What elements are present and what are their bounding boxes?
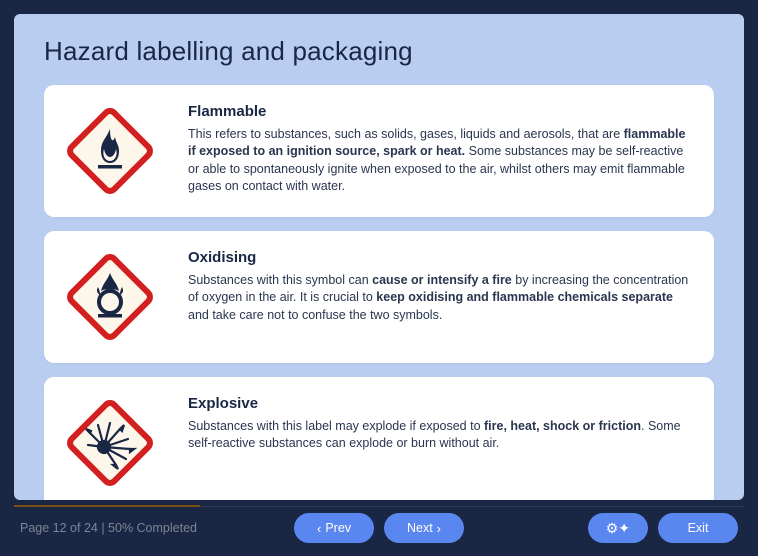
nav-center: ‹ Prev Next › (294, 513, 464, 543)
next-button[interactable]: Next › (384, 513, 464, 543)
hazard-title: Flammable (188, 103, 692, 120)
prev-button[interactable]: ‹ Prev (294, 513, 374, 543)
hazard-title: Explosive (188, 395, 692, 412)
explosive-icon (60, 393, 160, 493)
gear-icon: ⚙✦ (606, 520, 630, 537)
oxidising-icon (60, 247, 160, 347)
exit-button[interactable]: Exit (658, 513, 738, 543)
flammable-icon (60, 101, 160, 201)
hazard-desc: Substances with this symbol can cause or… (188, 272, 692, 324)
settings-button[interactable]: ⚙✦ (588, 513, 648, 543)
next-label: Next (407, 521, 433, 535)
hazard-desc: This refers to substances, such as solid… (188, 126, 692, 195)
nav-right: ⚙✦ Exit (588, 513, 738, 543)
hazard-text: Flammable This refers to substances, suc… (188, 101, 692, 195)
hazard-title: Oxidising (188, 249, 692, 266)
footer-bar: Page 12 of 24 | 50% Completed ‹ Prev Nex… (14, 500, 744, 556)
hazard-text: Oxidising Substances with this symbol ca… (188, 247, 692, 324)
content-panel: Hazard labelling and packaging Flammable… (14, 14, 744, 500)
hazard-desc: Substances with this label may explode i… (188, 418, 692, 453)
chevron-right-icon: › (437, 522, 441, 535)
page-title: Hazard labelling and packaging (44, 36, 714, 67)
hazard-card-explosive: Explosive Substances with this label may… (44, 377, 714, 500)
prev-label: Prev (325, 521, 351, 535)
hazard-card-flammable: Flammable This refers to substances, suc… (44, 85, 714, 217)
exit-label: Exit (688, 521, 709, 535)
hazard-text: Explosive Substances with this label may… (188, 393, 692, 453)
chevron-left-icon: ‹ (317, 522, 321, 535)
page-indicator: Page 12 of 24 | 50% Completed (20, 521, 197, 535)
hazard-card-oxidising: Oxidising Substances with this symbol ca… (44, 231, 714, 363)
